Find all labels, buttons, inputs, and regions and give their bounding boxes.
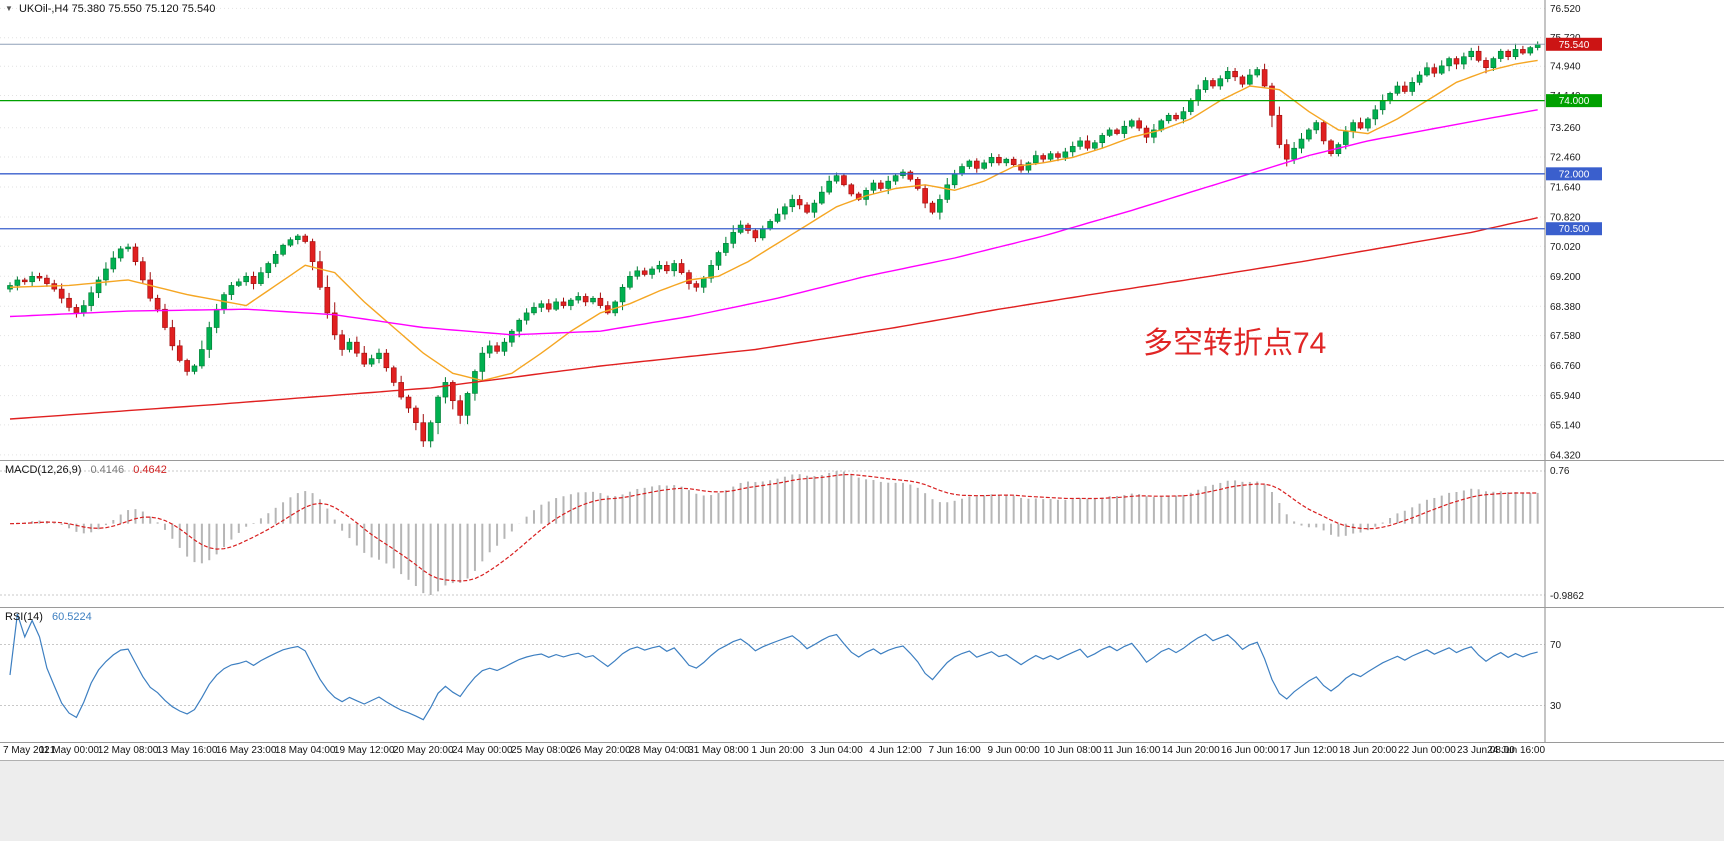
price-tick-label: 64.320	[1550, 450, 1581, 460]
time-axis-label: 7 Jun 16:00	[928, 745, 981, 756]
chart-ohlc-values: 75.380 75.550 75.120 75.540	[71, 3, 216, 15]
time-axis-label: 23 Jun 08:00	[1457, 745, 1515, 756]
macd-histogram	[16, 471, 1539, 595]
time-axis-label: 19 May 12:00	[333, 745, 395, 756]
price-line-badge	[1546, 94, 1602, 108]
time-axis-label: 31 May 08:00	[688, 745, 749, 756]
price-tick-label: 72.460	[1550, 152, 1581, 163]
time-axis-label: 18 May 04:00	[274, 745, 336, 756]
panel-separator[interactable]	[0, 607, 1724, 608]
price-line-badge-label: 70.500	[1559, 224, 1590, 235]
rsi-canvas[interactable]: 70 30	[0, 608, 1724, 742]
macd-axis-bottom-label: -0.9862	[1550, 591, 1584, 602]
rsi-label: RSI(14)	[5, 611, 43, 623]
chart-symbol-label: UKOil-,H4	[18, 3, 69, 15]
macd-canvas[interactable]: 0.76 -0.9862	[0, 461, 1724, 607]
macd-signal-value: 0.4642	[133, 464, 167, 476]
candles-series	[7, 41, 1541, 448]
time-axis-label: 10 Jun 08:00	[1043, 745, 1102, 756]
price-tick-label: 67.580	[1550, 331, 1581, 342]
time-axis-label: 11 Jun 16:00	[1103, 745, 1161, 756]
time-axis-label: 12 May 08:00	[97, 745, 159, 756]
time-axis-label: 16 May 23:00	[215, 745, 277, 756]
macd-label: MACD(12,26,9)	[5, 464, 82, 476]
price-tick-label: 66.760	[1550, 361, 1581, 372]
price-tick-label: 70.020	[1550, 242, 1581, 253]
price-line-badge	[1546, 222, 1602, 236]
rsi-level-label: 30	[1550, 701, 1562, 712]
time-axis-label: 4 Jun 12:00	[869, 745, 922, 756]
time-axis-label: 13 May 16:00	[156, 745, 218, 756]
price-tick-label: 68.380	[1550, 302, 1581, 313]
ma-slow-line	[9, 217, 1538, 420]
panel-separator[interactable]	[0, 460, 1724, 461]
price-line-badge-label: 74.000	[1559, 96, 1590, 107]
rsi-line	[9, 613, 1538, 721]
time-axis-label: 22 Jun 00:00	[1398, 745, 1456, 756]
time-axis-label: 11 May 00:00	[39, 745, 99, 756]
macd-title: MACD(12,26,9) 0.4146 0.4642	[5, 464, 167, 476]
chart-title: ▼ UKOil-,H4 75.380 75.550 75.120 75.540	[5, 3, 215, 15]
time-axis-label: 16 Jun 00:00	[1220, 745, 1279, 756]
time-axis-label: 17 Jun 12:00	[1279, 745, 1338, 756]
main-chart-panel[interactable]: 76.52075.72074.94074.14073.26072.46071.6…	[0, 0, 1724, 460]
current-price-badge	[1546, 37, 1602, 51]
price-line-badge	[1546, 167, 1602, 181]
rsi-level-label: 70	[1550, 640, 1562, 651]
time-axis-label: 9 Jun 00:00	[987, 745, 1040, 756]
time-axis-label: 20 May 20:00	[392, 745, 454, 756]
macd-indicator-panel[interactable]: 0.76 -0.9862 MACD(12,26,9) 0.4146 0.4642	[0, 461, 1724, 607]
rsi-indicator-panel[interactable]: 70 30 RSI(14) 60.5224	[0, 608, 1724, 742]
ma-fast-line	[9, 59, 1538, 382]
ma-mid-line	[9, 109, 1538, 336]
price-line-badge-label: 72.000	[1559, 169, 1590, 180]
time-axis-label: 25 May 08:00	[511, 745, 572, 756]
time-axis-label: 3 Jun 04:00	[810, 745, 863, 756]
price-tick-label: 71.640	[1550, 183, 1581, 194]
macd-main-value: 0.4146	[90, 464, 125, 476]
time-axis-label: 24 Jun 16:00	[1487, 745, 1545, 756]
price-tick-label: 74.940	[1550, 62, 1581, 73]
time-axis-label: 14 Jun 20:00	[1161, 745, 1220, 756]
current-price-badge-label: 75.540	[1559, 40, 1590, 51]
macd-axis-top-label: 0.76	[1550, 466, 1570, 477]
price-tick-label: 76.520	[1550, 4, 1581, 15]
annotation-text[interactable]: 多空转折点74	[1143, 327, 1327, 360]
price-tick-label: 73.260	[1550, 123, 1581, 134]
price-tick-label: 65.940	[1550, 391, 1581, 402]
window-footer	[0, 760, 1724, 841]
rsi-value: 60.5224	[51, 611, 92, 623]
time-axis-label: 28 May 04:00	[629, 745, 690, 756]
grid-lines	[0, 7, 1545, 456]
rsi-title: RSI(14) 60.5224	[5, 611, 92, 623]
time-axis-label: 26 May 20:00	[570, 745, 631, 756]
price-tick-label: 65.140	[1550, 420, 1581, 431]
time-axis[interactable]: 7 May 2021 11 May 00:00 12 May 08:00 13 May…	[0, 743, 1724, 760]
time-axis-label: 1 Jun 20:00	[751, 745, 804, 756]
time-axis-label: 24 May 00:00	[451, 745, 513, 756]
time-axis-label: 7 May 2021	[3, 745, 56, 756]
symbol-dropdown-icon[interactable]: ▼	[5, 4, 13, 13]
main-chart-canvas[interactable]: 76.52075.72074.94074.14073.26072.46071.6…	[0, 0, 1724, 460]
price-tick-label: 69.200	[1550, 272, 1581, 283]
panel-separator	[0, 742, 1724, 743]
price-axis[interactable]	[1545, 0, 1605, 742]
price-tick-label: 70.820	[1550, 213, 1581, 224]
macd-signal-line	[9, 473, 1538, 582]
time-axis-label: 18 Jun 20:00	[1338, 745, 1397, 756]
